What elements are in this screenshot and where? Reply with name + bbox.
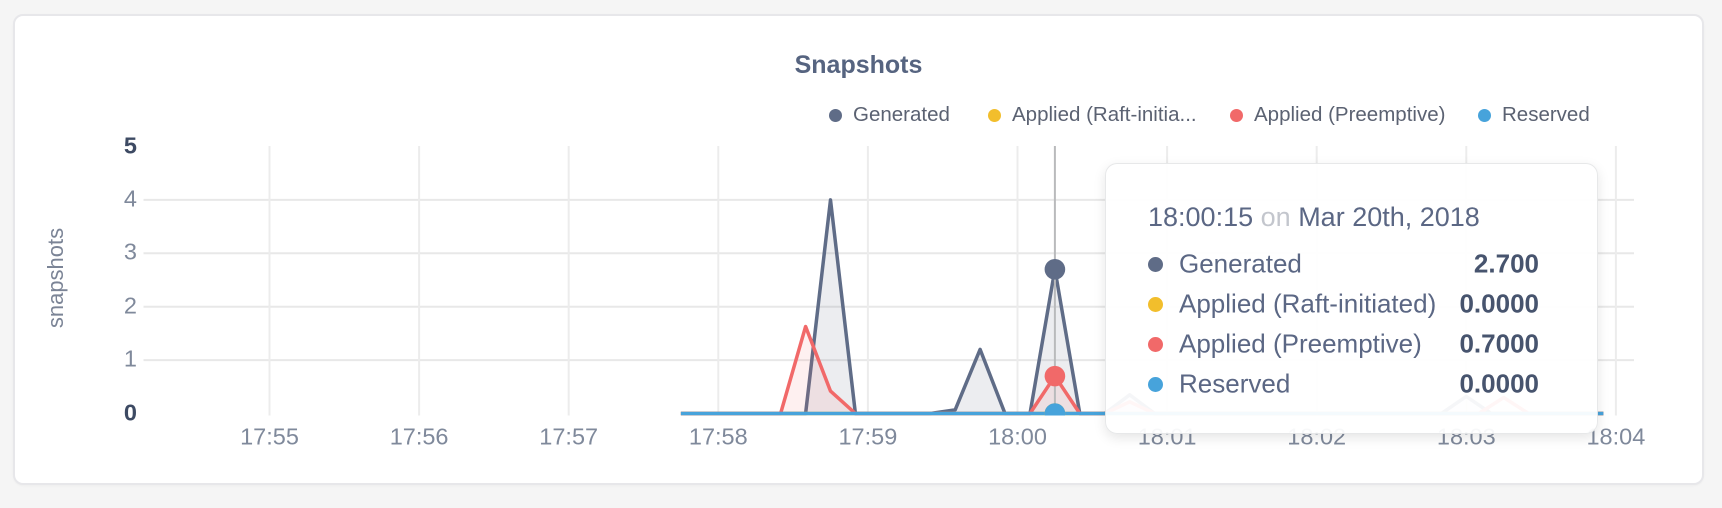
legend-item-reserved[interactable]: Reserved bbox=[1478, 103, 1590, 127]
legend-item-label: Reserved bbox=[1502, 103, 1590, 126]
hover-dot-applied-preemptive- bbox=[1044, 365, 1066, 387]
y-tick-label: 0 bbox=[123, 399, 137, 425]
tooltip-row: Generated 2.700 bbox=[1106, 244, 1597, 284]
tooltip-series-dot-icon bbox=[1148, 296, 1163, 312]
tooltip-row: Applied (Preemptive) 0.7000 bbox=[1106, 324, 1597, 364]
legend-item-applied-raft-initiated-[interactable]: Applied (Raft-initia... bbox=[988, 103, 1197, 127]
tooltip-series-dot-icon bbox=[1148, 336, 1163, 352]
y-tick-label: 3 bbox=[123, 238, 137, 265]
y-tick-label: 5 bbox=[123, 132, 137, 158]
x-tick-label: 17:58 bbox=[688, 423, 748, 450]
x-tick-label: 17:55 bbox=[240, 423, 299, 450]
hover-dot-generated bbox=[1044, 259, 1066, 280]
legend-dot-icon bbox=[829, 108, 842, 122]
y-tick-label: 4 bbox=[123, 185, 137, 212]
tooltip-date: Mar 20th, 2018 bbox=[1298, 202, 1480, 232]
x-tick-label: 17:59 bbox=[838, 423, 898, 450]
tooltip-row: Applied (Raft-initiated) 0.0000 bbox=[1106, 284, 1597, 324]
x-tick-label: 17:56 bbox=[389, 423, 449, 450]
tooltip-series-label: Generated bbox=[1179, 248, 1302, 279]
legend-item-generated[interactable]: Generated bbox=[829, 103, 950, 127]
tooltip-series-value: 0.0000 bbox=[1459, 368, 1539, 399]
hover-tooltip: 18:00:15 on Mar 20th, 2018 Generated 2.70… bbox=[1105, 163, 1598, 434]
legend-dot-icon bbox=[1478, 108, 1491, 122]
legend-dot-icon bbox=[1230, 108, 1243, 122]
tooltip-series-label: Reserved bbox=[1179, 368, 1291, 399]
legend-item-label: Applied (Preemptive) bbox=[1254, 103, 1446, 126]
legend-item-label: Generated bbox=[853, 103, 950, 126]
tooltip-series-value: 0.7000 bbox=[1459, 328, 1539, 359]
tooltip-row: Reserved 0.0000 bbox=[1106, 364, 1597, 404]
y-tick-label: 2 bbox=[123, 292, 137, 319]
tooltip-conjunction: on bbox=[1260, 202, 1291, 232]
x-tick-label: 18:00 bbox=[988, 423, 1047, 450]
tooltip-series-value: 0.0000 bbox=[1459, 288, 1539, 319]
legend-dot-icon bbox=[988, 108, 1001, 122]
chart-title: Snapshots bbox=[794, 51, 923, 79]
legend-item-applied-preemptive-[interactable]: Applied (Preemptive) bbox=[1230, 103, 1445, 127]
tooltip-series-dot-icon bbox=[1148, 256, 1163, 272]
hover-dot-reserved bbox=[1044, 403, 1066, 416]
tooltip-time: 18:00:15 bbox=[1148, 202, 1254, 232]
y-tick-label: 1 bbox=[123, 345, 137, 372]
tooltip-series-value: 2.700 bbox=[1473, 248, 1539, 279]
tooltip-series-label: Applied (Preemptive) bbox=[1179, 328, 1422, 359]
tooltip-series-dot-icon bbox=[1148, 376, 1163, 392]
legend-item-label: Applied (Raft-initia... bbox=[1012, 103, 1197, 126]
x-tick-label: 17:57 bbox=[539, 423, 599, 450]
tooltip-series-label: Applied (Raft-initiated) bbox=[1179, 288, 1437, 319]
tooltip-header: 18:00:15 on Mar 20th, 2018 bbox=[1148, 202, 1480, 233]
tooltip-rows: Generated 2.700 Applied (Raft-initiated) 0.… bbox=[1106, 244, 1597, 404]
